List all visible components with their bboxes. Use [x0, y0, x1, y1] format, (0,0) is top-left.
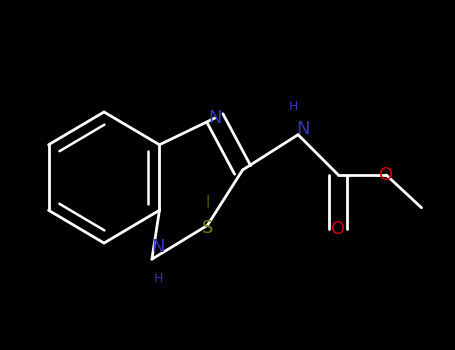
- Text: |: |: [205, 195, 209, 208]
- Text: N: N: [208, 109, 222, 127]
- Text: O: O: [379, 166, 393, 184]
- Text: N: N: [296, 120, 310, 138]
- Text: N: N: [151, 238, 165, 255]
- Text: S: S: [202, 219, 213, 237]
- Text: H: H: [288, 100, 298, 113]
- Text: H: H: [153, 272, 162, 285]
- Text: O: O: [331, 220, 345, 238]
